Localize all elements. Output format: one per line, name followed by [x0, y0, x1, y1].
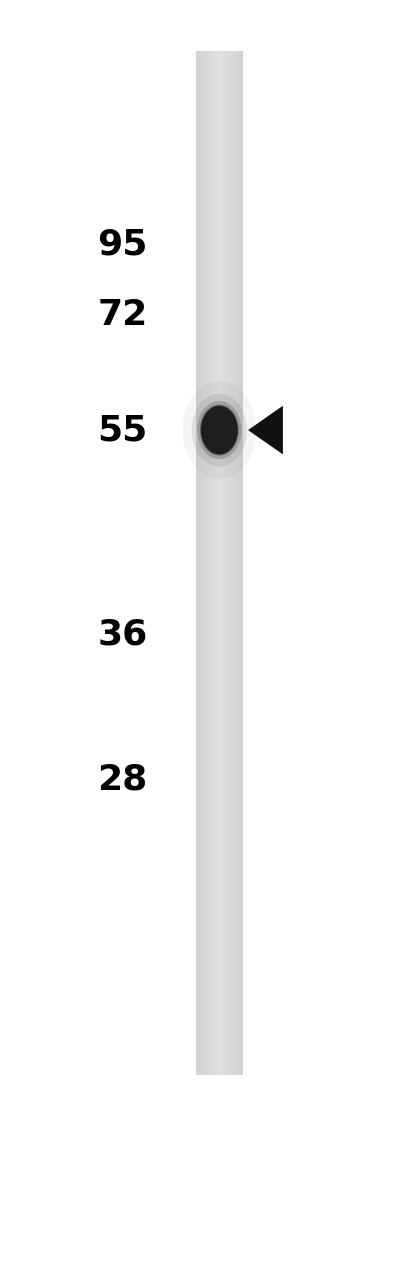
- Bar: [235, 51, 236, 1075]
- Polygon shape: [247, 406, 282, 454]
- Bar: [196, 51, 197, 1075]
- Bar: [241, 51, 242, 1075]
- Ellipse shape: [182, 381, 256, 479]
- Bar: [198, 51, 199, 1075]
- Bar: [237, 51, 238, 1075]
- Bar: [219, 51, 220, 1075]
- Bar: [240, 51, 241, 1075]
- Bar: [227, 51, 228, 1075]
- Text: 72: 72: [97, 298, 147, 332]
- Bar: [232, 51, 233, 1075]
- Bar: [225, 51, 226, 1075]
- Bar: [211, 51, 212, 1075]
- Bar: [223, 51, 224, 1075]
- Bar: [207, 51, 208, 1075]
- Bar: [236, 51, 237, 1075]
- Bar: [204, 51, 205, 1075]
- Bar: [203, 51, 204, 1075]
- Bar: [222, 51, 223, 1075]
- Bar: [239, 51, 240, 1075]
- Bar: [205, 51, 206, 1075]
- Bar: [212, 51, 213, 1075]
- Bar: [208, 51, 209, 1075]
- Bar: [234, 51, 235, 1075]
- Ellipse shape: [191, 393, 246, 467]
- Ellipse shape: [200, 404, 238, 456]
- Text: 55: 55: [97, 413, 147, 447]
- Bar: [210, 51, 211, 1075]
- Bar: [199, 51, 200, 1075]
- Bar: [228, 51, 229, 1075]
- Bar: [213, 51, 214, 1075]
- Bar: [214, 51, 215, 1075]
- Bar: [206, 51, 207, 1075]
- Bar: [216, 51, 217, 1075]
- Bar: [238, 51, 239, 1075]
- Bar: [231, 51, 232, 1075]
- Bar: [230, 51, 231, 1075]
- Bar: [209, 51, 210, 1075]
- Bar: [233, 51, 234, 1075]
- Bar: [215, 51, 216, 1075]
- Ellipse shape: [197, 401, 241, 460]
- Bar: [200, 51, 201, 1075]
- Bar: [197, 51, 198, 1075]
- Bar: [218, 51, 219, 1075]
- Bar: [217, 51, 218, 1075]
- Text: 28: 28: [97, 763, 147, 796]
- Bar: [229, 51, 230, 1075]
- Bar: [221, 51, 222, 1075]
- Bar: [226, 51, 227, 1075]
- Text: 36: 36: [97, 618, 147, 652]
- Bar: [220, 51, 221, 1075]
- Bar: [224, 51, 225, 1075]
- Bar: [201, 51, 202, 1075]
- Text: 95: 95: [97, 228, 147, 261]
- Bar: [202, 51, 203, 1075]
- Ellipse shape: [200, 406, 237, 454]
